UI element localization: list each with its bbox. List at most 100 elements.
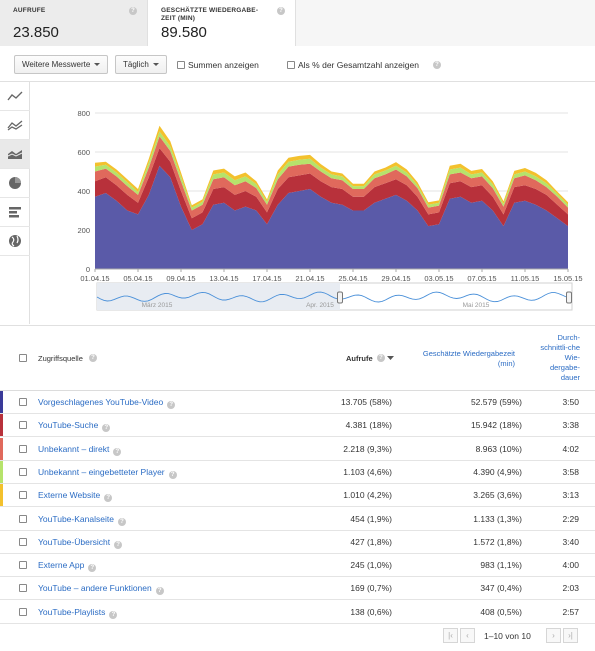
select-all-checkbox[interactable] xyxy=(19,354,27,362)
help-icon[interactable]: ? xyxy=(89,354,97,362)
table-row[interactable]: Externe App? 245 (1,0%) 983 (1,1%) 4:00 xyxy=(0,554,595,578)
column-header-watch-time[interactable]: Geschätzte Wiedergabezeit (min) xyxy=(422,349,515,368)
next-page-icon[interactable]: › xyxy=(546,628,561,643)
row-checkbox[interactable] xyxy=(19,444,27,453)
help-icon[interactable]: ? xyxy=(104,494,113,503)
table-row[interactable]: Unbekannt – eingebetteter Player? 1.103 (… xyxy=(0,460,595,484)
table-row[interactable]: YouTube-Playlists? 138 (0,6%) 408 (0,5%) 2:… xyxy=(0,601,595,624)
views-percent: (0,6%) xyxy=(366,606,392,617)
row-checkbox[interactable] xyxy=(19,467,27,476)
first-page-icon[interactable]: |‹ xyxy=(443,628,458,643)
prev-page-icon[interactable]: ‹ xyxy=(460,628,475,643)
traffic-source-link[interactable]: YouTube-Übersicht? xyxy=(38,537,123,549)
avg-duration-cell: 4:00 xyxy=(562,560,579,571)
interval-label: Täglich xyxy=(123,60,149,69)
row-checkbox[interactable] xyxy=(19,398,27,406)
help-icon[interactable]: ? xyxy=(117,517,126,526)
views-cell: 13.705 (58%) xyxy=(341,397,392,407)
navigator-handle[interactable] xyxy=(337,291,343,304)
navigator-handle[interactable] xyxy=(566,291,572,304)
watch-time-cell: 52.579 (59%) xyxy=(471,397,522,407)
row-checkbox[interactable] xyxy=(19,537,27,546)
table-row[interactable]: Vorgeschlagenes YouTube-Video? 13.705 (58… xyxy=(0,391,595,414)
watch-time-value: 983 xyxy=(480,560,495,571)
help-icon[interactable]: ? xyxy=(109,610,118,619)
column-header-views[interactable]: Aufrufe xyxy=(346,354,373,363)
table-row[interactable]: YouTube-Suche? 4.381 (18%) 15.942 (18%) 3:3… xyxy=(0,414,595,438)
watch-time-value: 15.942 xyxy=(470,420,497,431)
metric-tab-watch-time[interactable]: GESCHÄTZTE WIEDERGABE-ZEIT (MIN) ? 89.58… xyxy=(148,0,296,46)
traffic-source-link[interactable]: Externe Website? xyxy=(38,490,113,503)
navigator-line xyxy=(96,291,573,303)
traffic-source-link[interactable]: Unbekannt – eingebetteter Player? xyxy=(38,467,177,479)
line-chart-icon[interactable] xyxy=(0,82,30,111)
avg-duration-cell: 3:50 xyxy=(562,397,579,407)
show-totals-checkbox[interactable] xyxy=(177,61,185,69)
globe-map-icon[interactable] xyxy=(0,227,30,256)
watch-time-value: 52.579 xyxy=(470,397,497,407)
traffic-source-link[interactable]: YouTube – andere Funktionen? xyxy=(38,583,164,596)
table-row[interactable]: YouTube-Kanalseite? 454 (1,9%) 1.133 (1,3%… xyxy=(0,508,595,531)
multi-line-chart-icon[interactable] xyxy=(0,111,30,140)
metric-label: GESCHÄTZTE WIEDERGABE-ZEIT (MIN) xyxy=(161,7,259,22)
table-header: Zugriffsquelle ? Aufrufe ? Geschätzte Wi… xyxy=(0,325,595,391)
help-icon[interactable]: ? xyxy=(377,354,385,362)
interval-dropdown[interactable]: Täglich xyxy=(115,55,167,74)
avg-duration-cell: 3:13 xyxy=(562,490,579,501)
area-series-2[interactable] xyxy=(95,148,568,230)
traffic-source-label: Externe Website xyxy=(38,490,101,501)
traffic-source-link[interactable]: Vorgeschlagenes YouTube-Video? xyxy=(38,397,176,409)
watch-time-value: 408 xyxy=(480,606,495,617)
column-header-avg-duration[interactable]: Durch-schnittli-che Wie-dergabe-dauer xyxy=(540,333,580,382)
metric-value: 23.850 xyxy=(13,24,59,41)
help-icon[interactable]: ? xyxy=(167,401,176,409)
help-icon[interactable]: ? xyxy=(277,7,285,15)
traffic-source-link[interactable]: YouTube-Suche? xyxy=(38,420,111,433)
views-cell: 2.218 (9,3%) xyxy=(343,444,392,454)
show-percent-checkbox[interactable] xyxy=(287,61,295,69)
table-row[interactable]: Externe Website? 1.010 (4,2%) 3.265 (3,6%)… xyxy=(0,484,595,508)
help-icon[interactable]: ? xyxy=(102,424,111,433)
traffic-source-link[interactable]: Externe App? xyxy=(38,560,97,573)
metric-tab-views[interactable]: AUFRUFE ? 23.850 xyxy=(0,0,148,46)
views-value: 1.103 xyxy=(343,466,365,477)
avg-duration-cell: 3:58 xyxy=(562,466,579,477)
help-icon[interactable]: ? xyxy=(88,564,97,573)
more-metrics-dropdown[interactable]: Weitere Messwerte xyxy=(14,55,109,74)
help-icon[interactable]: ? xyxy=(129,7,137,15)
help-icon[interactable]: ? xyxy=(168,470,177,479)
traffic-source-label: YouTube – andere Funktionen xyxy=(38,583,152,594)
pie-chart-icon[interactable] xyxy=(0,169,30,198)
watch-time-cell: 983 (1,1%) xyxy=(480,560,522,570)
area-series-1[interactable] xyxy=(95,165,568,269)
y-tick-label: 0 xyxy=(86,265,90,274)
help-icon[interactable]: ? xyxy=(114,540,123,549)
row-checkbox[interactable] xyxy=(19,607,27,616)
last-page-icon[interactable]: ›| xyxy=(563,628,578,643)
help-icon[interactable]: ? xyxy=(433,61,441,69)
help-icon[interactable]: ? xyxy=(113,447,122,456)
column-header-source[interactable]: Zugriffsquelle xyxy=(38,354,83,363)
row-checkbox[interactable] xyxy=(19,514,27,523)
traffic-source-link[interactable]: YouTube-Kanalseite? xyxy=(38,514,126,526)
row-checkbox[interactable] xyxy=(19,491,27,500)
navigator-month-label: Apr. 2015 xyxy=(306,302,334,309)
watch-time-percent: (1,8%) xyxy=(496,536,522,547)
table-row[interactable]: YouTube-Übersicht? 427 (1,8%) 1.572 (1,8%)… xyxy=(0,531,595,554)
traffic-source-link[interactable]: Unbekannt – direkt? xyxy=(38,444,122,456)
row-checkbox[interactable] xyxy=(19,561,27,570)
avg-duration-cell: 2:03 xyxy=(562,583,579,594)
help-icon[interactable]: ? xyxy=(155,587,164,596)
sort-desc-icon[interactable] xyxy=(387,356,394,361)
table-row[interactable]: Unbekannt – direkt? 2.218 (9,3%) 8.963 (10… xyxy=(0,437,595,461)
watch-time-cell: 3.265 (3,6%) xyxy=(473,490,522,500)
watch-time-value: 3.265 xyxy=(473,490,495,501)
stacked-area-chart[interactable]: 0 200 400 600 800 01.04.15 05.04.15 09.04.15 13… xyxy=(30,82,595,325)
row-checkbox[interactable] xyxy=(19,421,27,430)
table-row[interactable]: YouTube – andere Funktionen? 169 (0,7%) 34… xyxy=(0,577,595,601)
row-checkbox[interactable] xyxy=(19,584,27,593)
bar-chart-icon[interactable] xyxy=(0,198,30,227)
traffic-source-link[interactable]: YouTube-Playlists? xyxy=(38,607,118,619)
watch-time-value: 347 xyxy=(480,583,495,594)
stacked-area-chart-icon[interactable] xyxy=(0,140,30,169)
